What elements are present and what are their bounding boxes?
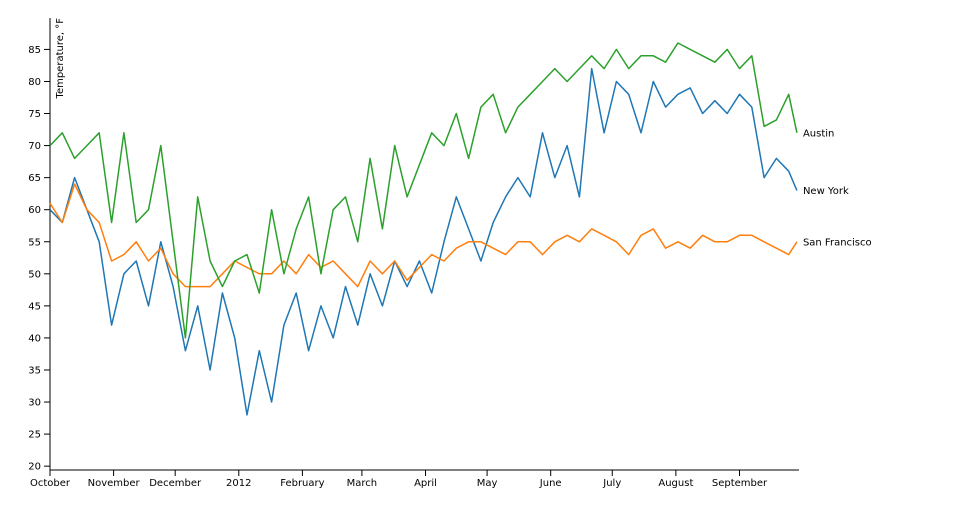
series-label: New York — [803, 186, 849, 197]
y-tick-label: 45 — [28, 301, 41, 312]
x-tick-label: October — [30, 478, 71, 489]
series-label: Austin — [803, 128, 834, 139]
x-tick-label: September — [712, 478, 768, 489]
y-tick-label: 55 — [28, 237, 41, 248]
y-tick-label: 85 — [28, 45, 41, 56]
x-tick-label: April — [414, 478, 437, 489]
y-tick-label: 75 — [28, 109, 41, 120]
y-tick-label: 60 — [28, 205, 41, 216]
y-tick-label: 20 — [28, 462, 41, 473]
x-tick-label: June — [539, 478, 562, 489]
y-tick-label: 70 — [28, 141, 41, 152]
y-tick-label: 65 — [28, 173, 41, 184]
series-label: San Francisco — [803, 237, 872, 248]
series-line — [49, 67, 798, 416]
x-tick-label: 2012 — [226, 478, 251, 489]
y-tick-label: 40 — [28, 333, 41, 344]
x-tick-label: August — [658, 478, 693, 489]
series-line — [49, 42, 798, 339]
y-axis-label: Temperature, °F — [55, 18, 66, 100]
x-tick-label: December — [149, 478, 202, 489]
x-tick-label: November — [88, 478, 141, 489]
x-tick-label: March — [347, 478, 377, 489]
x-tick-label: May — [477, 478, 498, 489]
y-tick-label: 80 — [28, 77, 41, 88]
y-tick-label: 35 — [28, 365, 41, 376]
axes — [49, 18, 799, 471]
y-tick-label: 30 — [28, 398, 41, 409]
y-tick-label: 25 — [28, 430, 41, 441]
x-tick-label: July — [602, 478, 621, 489]
series-line — [49, 183, 798, 288]
y-tick-label: 50 — [28, 269, 41, 280]
x-tick-label: February — [280, 478, 324, 489]
